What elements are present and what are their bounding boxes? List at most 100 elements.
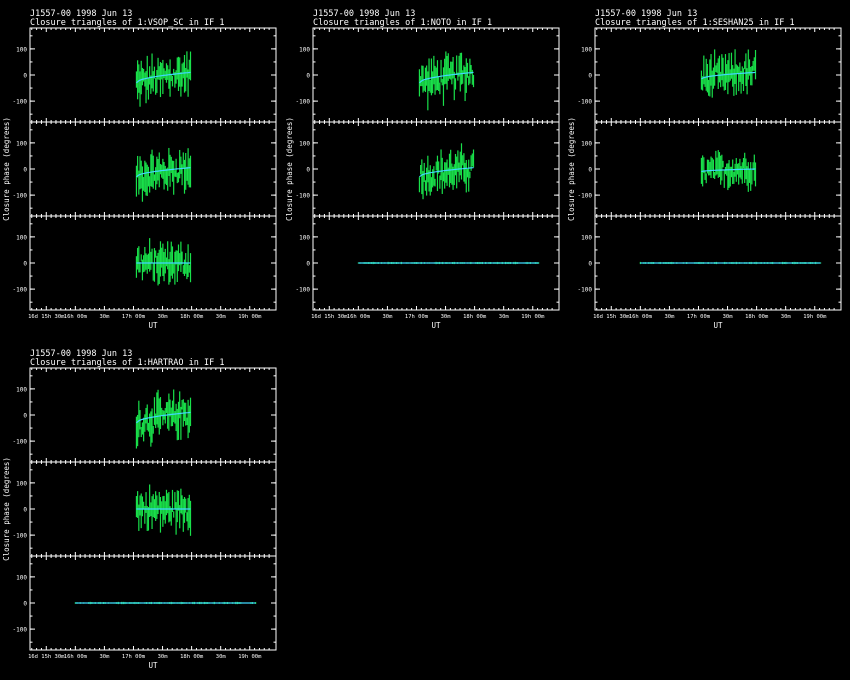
x-axis-label: UT	[148, 321, 158, 330]
x-tick-label: 17h 00m	[405, 314, 429, 320]
y-tick-label: 100	[581, 140, 592, 147]
y-tick-label: 0	[23, 507, 27, 514]
x-tick-label: 18h 00m	[463, 314, 487, 320]
y-tick-label: -100	[296, 287, 311, 294]
x-tick-label: 30m	[723, 314, 734, 320]
x-tick-label: 30m	[216, 314, 227, 320]
plot-title: J1557-00 1998 Jun 13	[313, 9, 415, 19]
y-axis-label: Closure phase (degrees)	[2, 117, 11, 221]
y-tick-label: 100	[299, 140, 310, 147]
y-tick-label: -100	[13, 287, 28, 294]
x-tick-label: 16d 15h 30m	[593, 314, 630, 320]
y-tick-label: 0	[23, 413, 27, 420]
y-tick-label: 100	[581, 46, 592, 53]
x-tick-label: 30m	[781, 314, 792, 320]
panel-frame	[29, 367, 277, 463]
plot-subtitle: Closure triangles of 1:HARTRAO in IF 1	[30, 358, 224, 368]
y-tick-label: 100	[16, 46, 27, 53]
y-tick-label: -100	[13, 193, 28, 200]
panel-3: -100 0 100	[296, 215, 560, 311]
model-curve	[136, 167, 191, 178]
x-tick-label: 18h 00m	[745, 314, 769, 320]
y-tick-label: -100	[13, 627, 28, 634]
panel-3: -100 0 100	[13, 215, 277, 311]
y-tick-label: -100	[578, 99, 593, 106]
y-tick-label: 0	[23, 601, 27, 608]
y-tick-label: -100	[13, 439, 28, 446]
x-tick-label: 16h 00m	[629, 314, 653, 320]
x-tick-label: 30m	[441, 314, 452, 320]
x-tick-label: 16d 15h 30m	[28, 314, 65, 320]
panel-3: -100 0 100	[578, 215, 842, 311]
y-tick-label: 100	[581, 234, 592, 241]
x-tick-label: 16h 00m	[64, 314, 88, 320]
plot-title: J1557-00 1998 Jun 13	[30, 9, 132, 19]
plot-subtitle: Closure triangles of 1:SESHAN25 in IF 1	[595, 18, 795, 28]
x-tick-label: 17h 00m	[122, 314, 146, 320]
y-tick-label: 0	[23, 261, 27, 268]
y-tick-label: 0	[23, 167, 27, 174]
y-tick-label: -100	[13, 533, 28, 540]
x-tick-label: 30m	[499, 314, 510, 320]
model-curve	[419, 167, 474, 178]
y-tick-label: 0	[588, 73, 592, 80]
plot-title: J1557-00 1998 Jun 13	[30, 349, 132, 359]
y-tick-label: 100	[16, 386, 27, 393]
x-tick-label: 30m	[382, 314, 393, 320]
x-axis-label: UT	[148, 661, 158, 670]
x-tick-label: 19h 00m	[238, 314, 262, 320]
y-tick-label: 100	[16, 480, 27, 487]
y-tick-label: 100	[16, 234, 27, 241]
x-tick-label: 17h 00m	[687, 314, 711, 320]
x-tick-label: 30m	[99, 654, 110, 660]
x-tick-label: 16h 00m	[64, 654, 88, 660]
model-curve	[136, 71, 191, 84]
y-tick-label: 0	[306, 261, 310, 268]
panel-1: -100 0 100	[578, 27, 842, 123]
x-tick-label: 30m	[99, 314, 110, 320]
x-tick-label: 19h 00m	[521, 314, 545, 320]
y-axis-label: Closure phase (degrees)	[285, 117, 294, 221]
model-curve	[419, 71, 474, 84]
panel-2: -100 0 100	[13, 461, 277, 557]
plot-subtitle: Closure triangles of 1:VSOP_SC in IF 1	[30, 18, 224, 28]
y-tick-label: -100	[13, 99, 28, 106]
y-tick-label: 100	[299, 46, 310, 53]
x-tick-label: 16h 00m	[347, 314, 371, 320]
y-axis-label: Closure phase (degrees)	[567, 117, 576, 221]
y-tick-label: 0	[23, 73, 27, 80]
x-tick-label: 18h 00m	[180, 654, 204, 660]
panel-2: -100 0 100	[578, 121, 842, 217]
y-tick-label: 100	[16, 574, 27, 581]
y-tick-label: 0	[588, 261, 592, 268]
x-tick-label: 19h 00m	[238, 654, 262, 660]
y-tick-label: -100	[296, 193, 311, 200]
model-curve	[701, 168, 756, 173]
x-tick-label: 16d 15h 30m	[311, 314, 348, 320]
x-tick-label: 30m	[664, 314, 675, 320]
y-tick-label: -100	[296, 99, 311, 106]
plot-subtitle: Closure triangles of 1:NOTO in IF 1	[313, 18, 492, 28]
x-tick-label: 30m	[158, 654, 169, 660]
x-axis-label: UT	[431, 321, 441, 330]
x-tick-label: 30m	[216, 654, 227, 660]
y-tick-label: -100	[578, 287, 593, 294]
panel-2: -100 0 100	[296, 121, 560, 217]
y-tick-label: 0	[306, 167, 310, 174]
x-tick-label: 18h 00m	[180, 314, 204, 320]
x-tick-label: 17h 00m	[122, 654, 146, 660]
panel-1: -100 0 100	[296, 27, 560, 123]
x-tick-label: 16d 15h 30m	[28, 654, 65, 660]
model-curve	[136, 411, 191, 424]
y-tick-label: 100	[299, 234, 310, 241]
panel-3: -100 0 100	[13, 555, 277, 651]
y-axis-label: Closure phase (degrees)	[2, 457, 11, 561]
x-tick-label: 19h 00m	[803, 314, 827, 320]
y-tick-label: 100	[16, 140, 27, 147]
panel-1: -100 0 100	[13, 27, 277, 123]
